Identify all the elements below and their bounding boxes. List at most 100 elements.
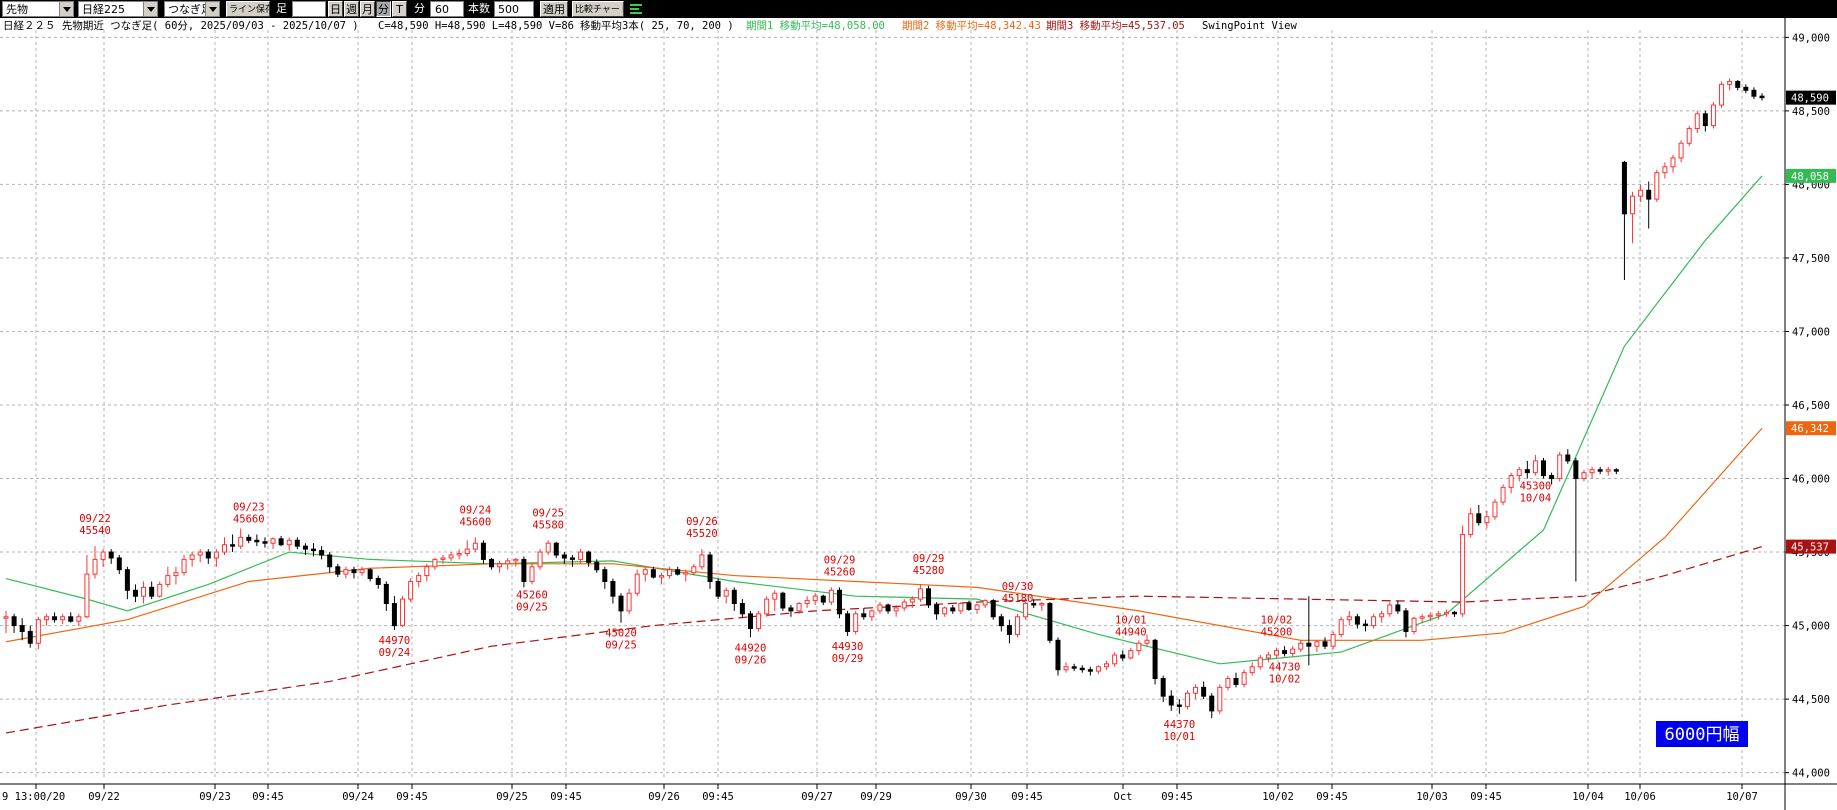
candle (3, 610, 9, 633)
candle-body (1282, 650, 1288, 655)
candle-body (464, 548, 470, 555)
ashi-count-input[interactable] (292, 1, 326, 17)
candle (1589, 466, 1595, 479)
candle-body (1662, 166, 1668, 174)
candle-body (116, 557, 122, 571)
candle (262, 537, 268, 548)
chain-select[interactable]: つなぎ足 (164, 1, 220, 17)
candle (1524, 460, 1530, 479)
candle (246, 534, 252, 544)
candle (335, 563, 341, 578)
candle (1686, 125, 1692, 147)
period-button-3[interactable]: 分 (376, 1, 391, 17)
candle-body (1710, 104, 1716, 127)
candle-body (375, 578, 381, 585)
period-button-0[interactable]: 日 (328, 1, 343, 17)
candle (626, 588, 632, 614)
period-button-1[interactable]: 週 (344, 1, 359, 17)
market-select[interactable]: 先物 (2, 1, 74, 17)
minutes-input[interactable]: 60 (430, 1, 464, 17)
candle-body (820, 595, 826, 603)
period-button-2[interactable]: 月 (360, 1, 375, 17)
candle-body (796, 603, 802, 612)
price-tag-box (1786, 539, 1836, 554)
candle (464, 540, 470, 557)
swing-point-label: 09/26 (686, 516, 718, 528)
swing-point-label: 44370 (1164, 719, 1196, 731)
candle-body (699, 554, 705, 568)
candle-body (569, 557, 575, 560)
candle-body (181, 558, 187, 574)
candle (359, 566, 365, 576)
apply-button[interactable]: 適用 (540, 1, 568, 17)
candle (634, 569, 640, 597)
x-tick-label: 09:45 (1161, 791, 1193, 803)
candle (1460, 525, 1466, 617)
candle (286, 537, 292, 551)
swing-point-label: 09/25 (516, 601, 548, 613)
swing-point-label: 09/25 (532, 507, 564, 519)
x-tick-label: 10/07 (1726, 791, 1758, 803)
candle (707, 552, 713, 589)
bars-input[interactable]: 500 (494, 1, 534, 17)
candle-body (926, 588, 932, 606)
candle (1104, 660, 1110, 670)
candle (1047, 602, 1053, 644)
candle (1492, 499, 1498, 520)
compare-chart-button[interactable]: 比較チャート (572, 1, 624, 17)
candle (901, 599, 907, 611)
candle-body (1589, 469, 1595, 474)
price-chart[interactable]: 日経２２５ 先物期近 つなぎ足( 60分, 2025/09/03 - 2025/… (0, 18, 1837, 810)
candle-body (35, 619, 41, 644)
x-tick-label: 9 13:00/20 (2, 791, 65, 803)
candle-body (1006, 625, 1012, 635)
candle (343, 566, 349, 579)
candle (764, 596, 770, 617)
candle (966, 600, 972, 611)
candle-body (456, 553, 462, 556)
candle (642, 566, 648, 582)
candle (1095, 665, 1101, 675)
price-tag-label: 48,590 (1791, 93, 1829, 105)
candle (383, 581, 389, 611)
candle (917, 584, 923, 603)
candle (699, 549, 705, 570)
candle-body (84, 573, 90, 618)
candle-body (1306, 642, 1312, 647)
candle (1176, 699, 1182, 714)
candle-body (408, 580, 414, 600)
period-button-4[interactable]: T (392, 1, 407, 17)
ma2-readout: 期間2 移動平均=48,342.43 (902, 19, 1041, 32)
swing-point-label: 45580 (532, 519, 564, 531)
candle-body (1638, 189, 1644, 197)
candle (845, 610, 851, 636)
candle (52, 612, 58, 623)
candle (1144, 634, 1150, 647)
candle (1225, 675, 1231, 691)
candle (124, 566, 130, 600)
candle-body (1112, 654, 1118, 665)
candle (1443, 609, 1449, 617)
candle (1152, 638, 1158, 685)
candle-body (853, 613, 859, 632)
candle-body (537, 551, 543, 568)
candle-body (901, 601, 907, 609)
candle (1120, 650, 1126, 661)
candle (270, 537, 276, 550)
symbol-select[interactable]: 日経225 (78, 1, 158, 17)
candle (1516, 466, 1522, 482)
chart-settings-icon[interactable] (628, 1, 644, 17)
candle (1257, 655, 1263, 670)
chart-grid (0, 18, 1837, 810)
candle (513, 557, 519, 567)
ma-line-1 (5, 175, 1763, 665)
candle-body (756, 613, 762, 630)
swing-point-label: 45280 (913, 565, 945, 577)
candle-body (715, 580, 721, 597)
candle-body (893, 607, 899, 612)
candle-body (246, 536, 252, 541)
candle (1338, 616, 1344, 638)
candle-body (828, 589, 834, 603)
candle (456, 549, 462, 560)
save-line-button[interactable]: ライン保存 (226, 1, 270, 17)
